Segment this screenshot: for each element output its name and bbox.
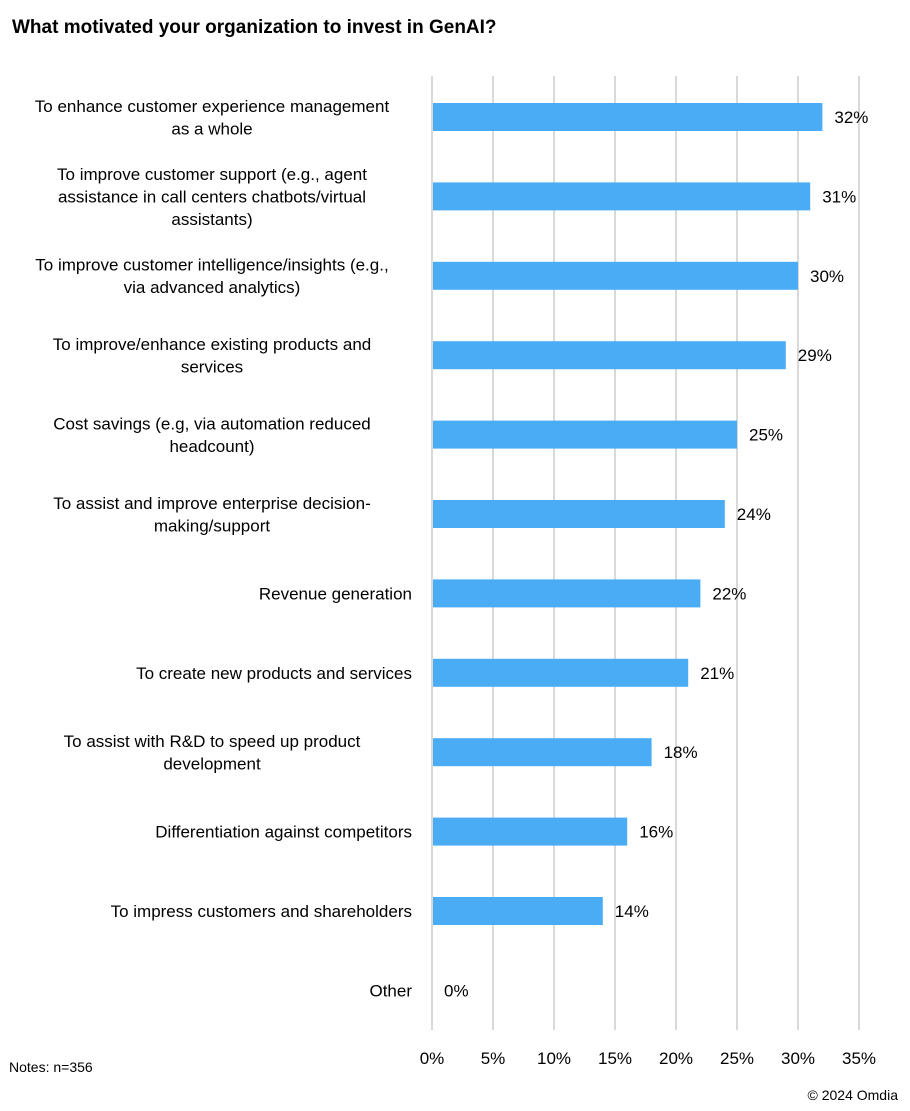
category-label-line: Other [369, 981, 412, 1000]
category-label-line: To improve/enhance existing products and [53, 335, 371, 354]
data-label: 31% [822, 187, 856, 206]
category-label-line: via advanced analytics) [124, 278, 301, 297]
category-label-line: assistants) [171, 210, 252, 229]
category-label-line: To create new products and services [136, 664, 412, 683]
category-label-line: assistance in call centers chatbots/virt… [58, 187, 366, 206]
data-label: 32% [834, 108, 868, 127]
x-tick-label: 10% [537, 1049, 571, 1068]
bar [433, 420, 737, 449]
bar [433, 897, 603, 925]
data-label: 18% [664, 743, 698, 762]
category-label: To impress customers and shareholders [111, 902, 412, 921]
category-label-line: making/support [154, 516, 271, 535]
category-label: Cost savings (e.g, via automation reduce… [53, 414, 371, 456]
category-label: To assist with R&D to speed up product de… [64, 732, 361, 774]
category-label: To create new products and services [136, 664, 412, 683]
x-tick-label: 15% [598, 1049, 632, 1068]
notes: Notes: n=356 [9, 1059, 93, 1075]
category-label-line: To impress customers and shareholders [111, 902, 412, 921]
bar [433, 658, 689, 687]
category-label: Differentiation against competitors [155, 823, 412, 842]
x-tick-label: 20% [659, 1049, 693, 1068]
category-label: To enhance customer experience managemen… [35, 97, 390, 139]
bar [433, 261, 798, 290]
data-label: 29% [798, 346, 832, 365]
category-label: To improve customer support (e.g., agent… [57, 165, 367, 229]
x-tick-label: 0% [420, 1049, 445, 1068]
copyright: © 2024 Omdia [807, 1087, 898, 1103]
category-label-line: as a whole [171, 119, 252, 138]
category-label-line: To assist and improve enterprise decisio… [53, 494, 370, 513]
bar [433, 500, 725, 528]
bar [433, 341, 786, 370]
bar [433, 817, 628, 846]
category-label: To improve customer intelligence/insight… [35, 256, 388, 298]
category-label-line: Cost savings (e.g, via automation reduce… [53, 414, 371, 433]
bar [433, 738, 652, 767]
category-label-line: Revenue generation [259, 584, 412, 603]
x-tick-label: 25% [720, 1049, 754, 1068]
category-label: To improve/enhance existing products and… [53, 335, 371, 377]
x-tick-label: 35% [842, 1049, 876, 1068]
category-label-line: headcount) [169, 437, 254, 456]
chart-title: What motivated your organization to inve… [12, 17, 497, 38]
category-label-line: services [181, 357, 243, 376]
data-label: 14% [615, 902, 649, 921]
category-label-line: To improve customer support (e.g., agent [57, 165, 367, 184]
category-label-line: development [163, 754, 261, 773]
x-tick-label: 5% [481, 1049, 506, 1068]
category-label: To assist and improve enterprise decisio… [53, 494, 370, 536]
x-tick-label: 30% [781, 1049, 815, 1068]
category-label-line: To assist with R&D to speed up product [64, 732, 361, 751]
data-label: 0% [444, 981, 469, 1000]
category-label-line: To enhance customer experience managemen… [35, 97, 390, 116]
data-label: 30% [810, 267, 844, 286]
category-label: Revenue generation [259, 584, 412, 603]
data-label: 24% [737, 505, 771, 524]
bar [433, 182, 811, 211]
data-label: 21% [700, 664, 734, 683]
bar [433, 103, 823, 131]
category-label: Other [369, 981, 412, 1000]
category-label-line: To improve customer intelligence/insight… [35, 256, 388, 275]
category-label-line: Differentiation against competitors [155, 823, 412, 842]
data-label: 22% [712, 584, 746, 603]
data-label: 25% [749, 426, 783, 445]
data-label: 16% [639, 823, 673, 842]
bar [433, 579, 701, 608]
